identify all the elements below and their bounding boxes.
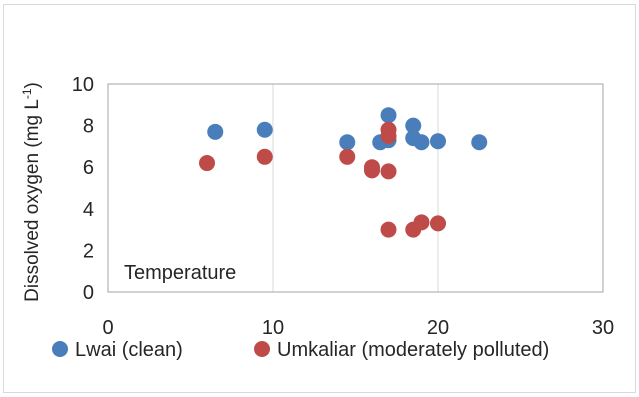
data-point-series-0 xyxy=(405,117,422,134)
data-point-series-0 xyxy=(207,123,224,140)
data-point-series-1 xyxy=(380,128,397,144)
data-point-series-0 xyxy=(339,134,356,151)
data-point-series-0 xyxy=(413,134,430,151)
x-tick-label: 0 xyxy=(102,317,113,339)
temperature-annotation: Temperature xyxy=(124,262,236,284)
data-point-series-1 xyxy=(256,148,273,165)
y-axis-label-close: ) xyxy=(22,82,43,88)
x-tick-label: 20 xyxy=(427,317,449,339)
x-tick-label: 30 xyxy=(592,317,614,339)
data-point-series-0 xyxy=(256,121,273,138)
legend: Lwai (clean) Umkaliar (moderately pollut… xyxy=(52,339,549,361)
y-tick-label: 0 xyxy=(83,282,94,304)
y-tick-label: 8 xyxy=(83,116,94,138)
x-axis-ticks: 0 10 20 30 xyxy=(102,317,614,339)
data-point-series-1 xyxy=(199,155,215,172)
legend-marker-umkaliar xyxy=(254,341,270,357)
chart-frame: 0 2 4 6 8 10 0 10 20 30 Temperature Dissolved ox… xyxy=(3,4,636,393)
y-axis-label-main: Dissolved oxygen (mg L xyxy=(22,99,43,302)
y-tick-label: 4 xyxy=(83,199,94,221)
scatter-chart: 0 2 4 6 8 10 0 10 20 30 Temperature Dissolved ox… xyxy=(20,74,614,361)
y-axis-ticks: 0 2 4 6 8 10 xyxy=(72,74,94,304)
data-point-series-1 xyxy=(364,162,380,179)
y-axis-label-superscript: -1 xyxy=(20,88,34,99)
plot-area-border xyxy=(107,83,604,293)
data-point-series-1 xyxy=(380,163,397,180)
data-point-series-0 xyxy=(430,133,446,150)
data-point-series-0 xyxy=(471,134,488,151)
y-tick-label: 6 xyxy=(83,157,94,179)
data-point-series-1 xyxy=(430,215,446,232)
legend-marker-lwai xyxy=(52,341,68,357)
data-points xyxy=(199,107,488,238)
x-tick-label: 10 xyxy=(262,317,284,339)
data-point-series-1 xyxy=(380,221,397,238)
y-axis-label: Dissolved oxygen (mg L-1) xyxy=(20,82,43,302)
y-tick-label: 2 xyxy=(83,240,94,262)
y-tick-label: 10 xyxy=(72,74,94,96)
data-point-series-1 xyxy=(339,148,356,165)
gridlines xyxy=(272,84,439,292)
data-point-series-0 xyxy=(380,107,397,124)
legend-label-lwai: Lwai (clean) xyxy=(75,339,183,361)
data-point-series-1 xyxy=(413,214,430,231)
legend-label-umkaliar: Umkaliar (moderately polluted) xyxy=(277,339,549,361)
